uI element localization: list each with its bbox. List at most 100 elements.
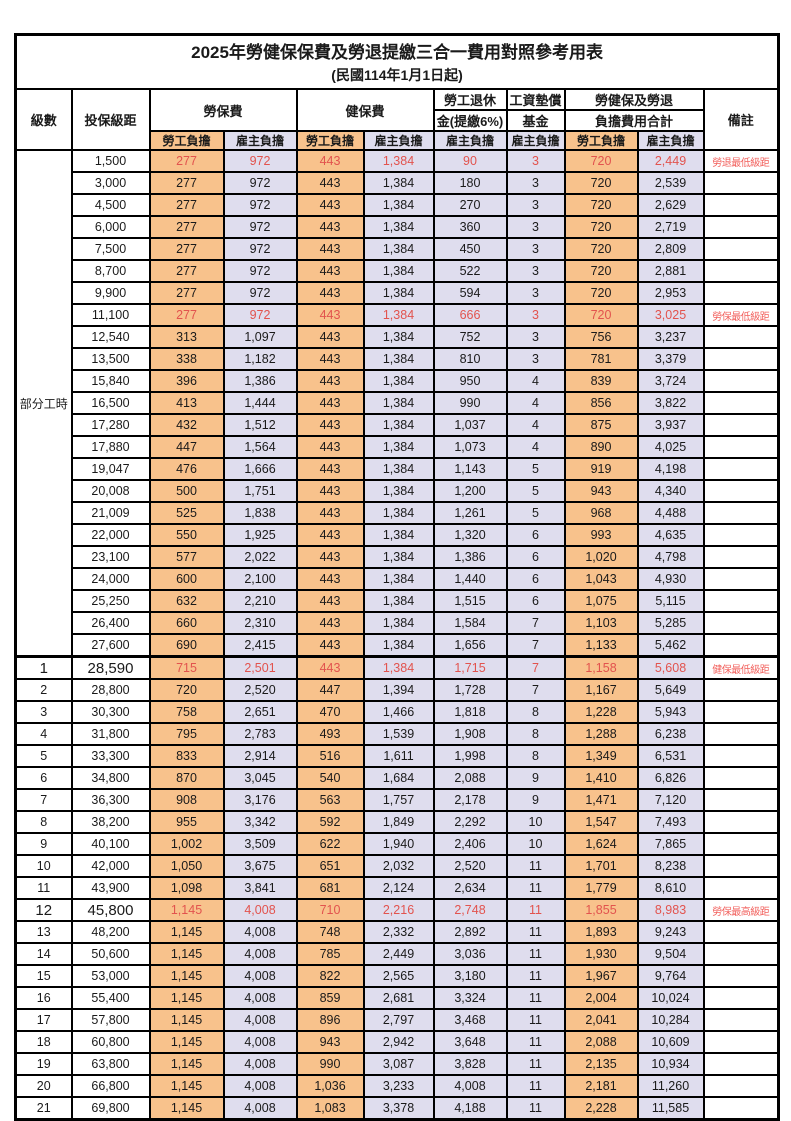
note-cell bbox=[702, 589, 780, 613]
note-cell bbox=[702, 964, 780, 988]
pension-employer-cell: 810 bbox=[432, 347, 508, 371]
labor-insurance-employer-cell: 1,512 bbox=[222, 413, 298, 437]
wage-fund-employer-cell: 7 bbox=[505, 633, 566, 658]
wage-fund-employer-cell: 11 bbox=[505, 986, 566, 1010]
pension-employer-cell: 1,200 bbox=[432, 479, 508, 503]
labor-insurance-employer-cell: 2,520 bbox=[222, 678, 298, 702]
health-insurance-employer-cell: 1,384 bbox=[362, 281, 435, 305]
health-insurance-employer-cell: 1,684 bbox=[362, 766, 435, 790]
col-header-pension-line2: 金(提繳6%) bbox=[432, 109, 508, 132]
wage-fund-employer-cell: 5 bbox=[505, 501, 566, 525]
note-cell bbox=[702, 567, 780, 591]
total-employer-cell: 5,462 bbox=[636, 633, 705, 658]
labor-insurance-employer-cell: 4,008 bbox=[222, 1096, 298, 1121]
level-cell: 11 bbox=[14, 876, 73, 900]
level-cell: 4 bbox=[14, 722, 73, 746]
health-insurance-employer-cell: 1,466 bbox=[362, 700, 435, 724]
labor-insurance-employee-cell: 1,050 bbox=[148, 854, 225, 878]
labor-insurance-employer-cell: 3,176 bbox=[222, 788, 298, 812]
total-employer-cell: 8,610 bbox=[636, 876, 705, 900]
labor-insurance-employee-cell: 313 bbox=[148, 325, 225, 349]
labor-insurance-employee-cell: 1,145 bbox=[148, 942, 225, 966]
pension-employer-cell: 1,261 bbox=[432, 501, 508, 525]
table-row: 7,500 277 972 443 1,384 450 3 720 2,809 bbox=[16, 237, 780, 261]
table-row: 部分工時 1,500 277 972 443 1,384 90 3 720 2,449 勞退最低級距 bbox=[14, 149, 780, 658]
total-employee-cell: 1,103 bbox=[563, 611, 639, 635]
health-insurance-employer-cell: 1,384 bbox=[362, 523, 435, 547]
bracket-cell: 63,800 bbox=[70, 1052, 151, 1076]
health-insurance-employer-cell: 1,384 bbox=[362, 589, 435, 613]
health-insurance-employee-cell: 443 bbox=[295, 303, 365, 327]
health-insurance-employee-cell: 443 bbox=[295, 545, 365, 569]
pension-employer-cell: 1,715 bbox=[432, 655, 508, 680]
total-employer-cell: 9,504 bbox=[636, 942, 705, 966]
labor-insurance-employee-cell: 550 bbox=[148, 523, 225, 547]
labor-insurance-employer-cell: 1,666 bbox=[222, 457, 298, 481]
bracket-cell: 66,800 bbox=[70, 1074, 151, 1098]
level-cell: 12 bbox=[14, 898, 73, 922]
health-insurance-employer-cell: 2,681 bbox=[362, 986, 435, 1010]
header-row-3: 勞工負擔 雇主負擔 勞工負擔 雇主負擔 雇主負擔 雇主負擔 勞工負擔 雇主負擔 bbox=[16, 130, 779, 151]
total-employee-cell: 720 bbox=[563, 193, 639, 217]
subheader-pension-employer: 雇主負擔 bbox=[432, 130, 508, 151]
wage-fund-employer-cell: 11 bbox=[505, 920, 566, 944]
labor-insurance-employer-cell: 4,008 bbox=[222, 964, 298, 988]
total-employer-cell: 7,493 bbox=[636, 810, 705, 834]
wage-fund-employer-cell: 6 bbox=[505, 589, 566, 613]
note-cell bbox=[702, 281, 780, 305]
health-insurance-employer-cell: 1,384 bbox=[362, 369, 435, 393]
table-row: 4,500 277 972 443 1,384 270 3 720 2,629 bbox=[16, 193, 780, 217]
bracket-cell: 3,000 bbox=[70, 171, 151, 195]
bracket-cell: 21,009 bbox=[70, 501, 151, 525]
labor-insurance-employee-cell: 413 bbox=[148, 391, 225, 415]
table-row: 27,600 690 2,415 443 1,384 1,656 7 1,133 5,462 bbox=[16, 633, 780, 658]
health-insurance-employee-cell: 443 bbox=[295, 479, 365, 503]
bracket-cell: 38,200 bbox=[70, 810, 151, 834]
level-cell: 5 bbox=[14, 744, 73, 768]
pension-employer-cell: 3,468 bbox=[432, 1008, 508, 1032]
pension-employer-cell: 1,515 bbox=[432, 589, 508, 613]
health-insurance-employee-cell: 443 bbox=[295, 457, 365, 481]
health-insurance-employee-cell: 516 bbox=[295, 744, 365, 768]
note-cell bbox=[702, 435, 780, 459]
table-row: 14 50,600 1,145 4,008 785 2,449 3,036 11 1,930 9,… bbox=[14, 942, 780, 966]
labor-insurance-employee-cell: 277 bbox=[148, 149, 225, 173]
labor-insurance-employer-cell: 4,008 bbox=[222, 898, 298, 922]
wage-fund-employer-cell: 9 bbox=[505, 788, 566, 812]
wage-fund-employer-cell: 11 bbox=[505, 1074, 566, 1098]
table-row: 3 30,300 758 2,651 470 1,466 1,818 8 1,228 5,943 bbox=[14, 700, 780, 724]
health-insurance-employee-cell: 443 bbox=[295, 193, 365, 217]
level-cell: 2 bbox=[14, 678, 73, 702]
health-insurance-employee-cell: 540 bbox=[295, 766, 365, 790]
pension-employer-cell: 3,036 bbox=[432, 942, 508, 966]
table-row: 6 34,800 870 3,045 540 1,684 2,088 9 1,410 6,826 bbox=[14, 766, 780, 790]
bracket-cell: 36,300 bbox=[70, 788, 151, 812]
page-subtitle: (民國114年1月1日起) bbox=[331, 66, 463, 83]
total-employee-cell: 943 bbox=[563, 479, 639, 503]
table-row: 5 33,300 833 2,914 516 1,611 1,998 8 1,349 6,531 bbox=[14, 744, 780, 768]
table-row: 7 36,300 908 3,176 563 1,757 2,178 9 1,471 7,120 bbox=[14, 788, 780, 812]
note-cell bbox=[702, 744, 780, 768]
labor-insurance-employer-cell: 1,838 bbox=[222, 501, 298, 525]
bracket-cell: 24,000 bbox=[70, 567, 151, 591]
note-cell bbox=[702, 986, 780, 1010]
labor-insurance-employer-cell: 3,509 bbox=[222, 832, 298, 856]
total-employer-cell: 11,585 bbox=[636, 1096, 705, 1121]
health-insurance-employer-cell: 2,124 bbox=[362, 876, 435, 900]
health-insurance-employer-cell: 3,087 bbox=[362, 1052, 435, 1076]
labor-insurance-employee-cell: 720 bbox=[148, 678, 225, 702]
health-insurance-employee-cell: 681 bbox=[295, 876, 365, 900]
bracket-cell: 69,800 bbox=[70, 1096, 151, 1121]
level-cell: 20 bbox=[14, 1074, 73, 1098]
health-insurance-employee-cell: 710 bbox=[295, 898, 365, 922]
header-row-2: 金(提繳6%) 基金 負擔費用合計 bbox=[16, 109, 779, 132]
total-employer-cell: 9,764 bbox=[636, 964, 705, 988]
total-employer-cell: 6,826 bbox=[636, 766, 705, 790]
health-insurance-employee-cell: 443 bbox=[295, 523, 365, 547]
note-cell bbox=[702, 457, 780, 481]
bracket-cell: 11,100 bbox=[70, 303, 151, 327]
pension-employer-cell: 950 bbox=[432, 369, 508, 393]
total-employee-cell: 2,228 bbox=[563, 1096, 639, 1121]
subheader-total-employer: 雇主負擔 bbox=[636, 130, 705, 151]
total-employer-cell: 9,243 bbox=[636, 920, 705, 944]
